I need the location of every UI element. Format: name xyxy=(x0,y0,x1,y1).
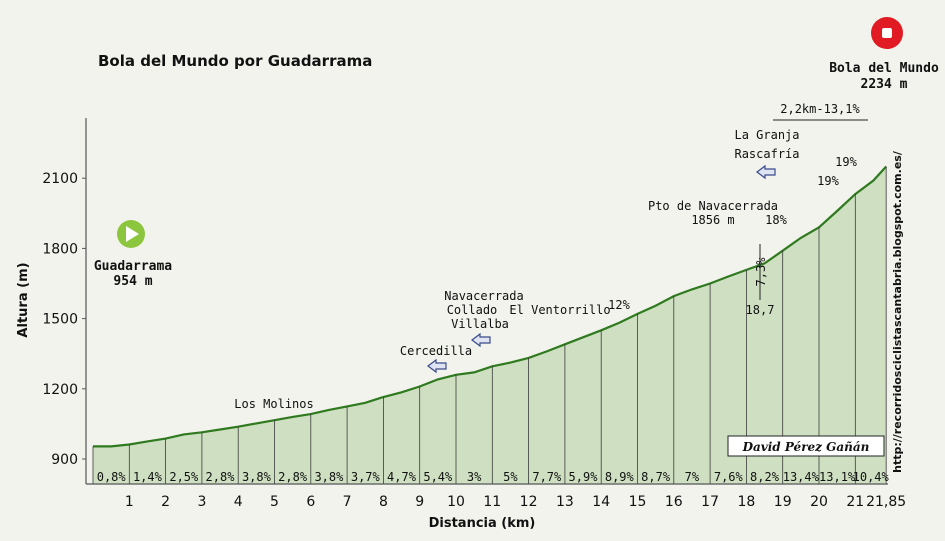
segment-gradient-label: 3% xyxy=(467,470,482,484)
annotation-pto-navacerrada: Pto de Navacerrada xyxy=(648,199,778,213)
segment-gradient-label: 5% xyxy=(503,470,518,484)
x-tick-label: 15 xyxy=(629,494,647,510)
x-tick-label: 19 xyxy=(774,494,792,510)
y-tick-label: 1800 xyxy=(42,241,78,257)
segment-gradient-label: 3,8% xyxy=(314,470,344,484)
x-tick-label: 9 xyxy=(415,494,424,510)
end-marker: Bola del Mundo 2234 m xyxy=(829,17,939,92)
annotation-7-3pct: 7,3% xyxy=(754,257,768,287)
x-tick-labels: 1 2 3 4 5 6 7 8 9 10 11 12 13 14 15 16 17 18 19 20 21 21,85 xyxy=(125,494,906,510)
annotation-18-7: 18,7 xyxy=(746,303,775,317)
x-tick-label: 17 xyxy=(701,494,719,510)
annotation-los-molinos: Los Molinos xyxy=(234,397,313,411)
segment-gradient-label: 0,8% xyxy=(97,470,127,484)
x-tick-label: 20 xyxy=(810,494,828,510)
x-tick-label: 14 xyxy=(592,494,610,510)
annotation-la-granja: La Granja xyxy=(734,128,799,142)
segment-gradient-label: 4,7% xyxy=(387,470,417,484)
y-tick-label: 2100 xyxy=(42,171,78,187)
x-tick-label: 7 xyxy=(343,494,352,510)
x-tick-label: 2 xyxy=(161,494,170,510)
segment-gradient-labels: 0,8% 1,4% 2,5% 2,8% 3,8% 2,8% 3,8% 3,7% 4,7% 5,4%… xyxy=(97,470,890,484)
annotation-1856m: 1856 m xyxy=(691,213,734,227)
segment-gradient-label: 7,6% xyxy=(714,470,744,484)
segment-gradient-label: 3,7% xyxy=(351,470,381,484)
annotation-12pct: 12% xyxy=(608,298,630,312)
credit-signature: David Pérez Gañán xyxy=(742,440,870,454)
annotation-18pct: 18% xyxy=(765,213,787,227)
annotations: Los Molinos Cercedilla Navacerrada Colla… xyxy=(234,102,868,411)
segment-gradient-label: 5,9% xyxy=(569,470,599,484)
segment-gradient-label: 13,4% xyxy=(783,470,820,484)
profile-area xyxy=(93,166,887,484)
annotation-cercedilla: Cercedilla xyxy=(400,344,472,358)
profile-line xyxy=(93,165,888,448)
x-tick-label: 1 xyxy=(125,494,134,510)
start-name: Guadarrama xyxy=(94,259,172,274)
segment-gradient-label: 10,4% xyxy=(853,470,890,484)
x-tick-label: 10 xyxy=(447,494,465,510)
segment-gradient-label: 7,7% xyxy=(532,470,562,484)
y-tick-label: 900 xyxy=(51,452,78,468)
annotation-navacerrada: Navacerrada xyxy=(444,289,523,303)
segment-gradient-label: 1,4% xyxy=(133,470,163,484)
segment-gradient-label: 5,4% xyxy=(423,470,453,484)
x-tick-label: 6 xyxy=(306,494,315,510)
x-tick-label: 16 xyxy=(665,494,683,510)
x-axis-label: Distancia (km) xyxy=(429,516,536,531)
end-name: Bola del Mundo xyxy=(829,61,939,76)
y-tick-label: 1200 xyxy=(42,382,78,398)
x-tick-label: 21,85 xyxy=(866,494,906,510)
x-tick-label: 11 xyxy=(483,494,501,510)
x-tick-label: 12 xyxy=(520,494,538,510)
x-tick-label: 13 xyxy=(556,494,574,510)
segment-gradient-label: 2,8% xyxy=(206,470,236,484)
segment-gradient-label: 3,8% xyxy=(242,470,272,484)
start-marker: Guadarrama 954 m xyxy=(94,220,172,289)
start-elevation: 954 m xyxy=(113,274,152,289)
x-tick-label: 18 xyxy=(737,494,755,510)
x-tick-label: 21 xyxy=(846,494,864,510)
annotation-el-ventorrillo: El Ventorrillo xyxy=(509,303,610,317)
annotation-19pct-a: 19% xyxy=(817,174,839,188)
credit-box: David Pérez Gañán xyxy=(727,435,885,457)
arrow-left-icon xyxy=(427,164,776,374)
segment-gradient-label: 8,2% xyxy=(750,470,780,484)
annotation-rascafria: Rascafría xyxy=(734,147,799,161)
annotation-19pct-b: 19% xyxy=(835,155,857,169)
play-triangle-icon xyxy=(126,226,139,242)
end-elevation: 2234 m xyxy=(861,77,908,92)
blog-url: http://recorridosciclistascantabria.blog… xyxy=(891,150,904,473)
chart-title: Bola del Mundo por Guadarrama xyxy=(98,52,372,70)
segment-gradient-label: 2,5% xyxy=(169,470,199,484)
x-tick-label: 5 xyxy=(270,494,279,510)
segment-gradient-label: 2,8% xyxy=(278,470,308,484)
y-tick-label: 1500 xyxy=(42,312,78,328)
x-tick-label: 3 xyxy=(197,494,206,510)
profile-area-layer xyxy=(93,165,888,484)
x-tick-label: 4 xyxy=(234,494,243,510)
segment-gradient-label: 8,9% xyxy=(605,470,635,484)
segment-gradient-label: 8,7% xyxy=(641,470,671,484)
annotation-2-2km: 2,2km-13,1% xyxy=(780,102,860,116)
y-axis-label: Altura (m) xyxy=(16,262,31,337)
y-tick-labels: 900 1200 1500 1800 2100 xyxy=(42,171,86,468)
annotation-collado: Collado xyxy=(447,303,498,317)
stop-square-icon xyxy=(882,28,892,38)
segment-gradient-label: 13,1% xyxy=(819,470,856,484)
x-tick-label: 8 xyxy=(379,494,388,510)
segment-gradient-label: 7% xyxy=(685,470,700,484)
annotation-villalba: Villalba xyxy=(451,317,509,331)
km-dividers xyxy=(92,166,887,484)
